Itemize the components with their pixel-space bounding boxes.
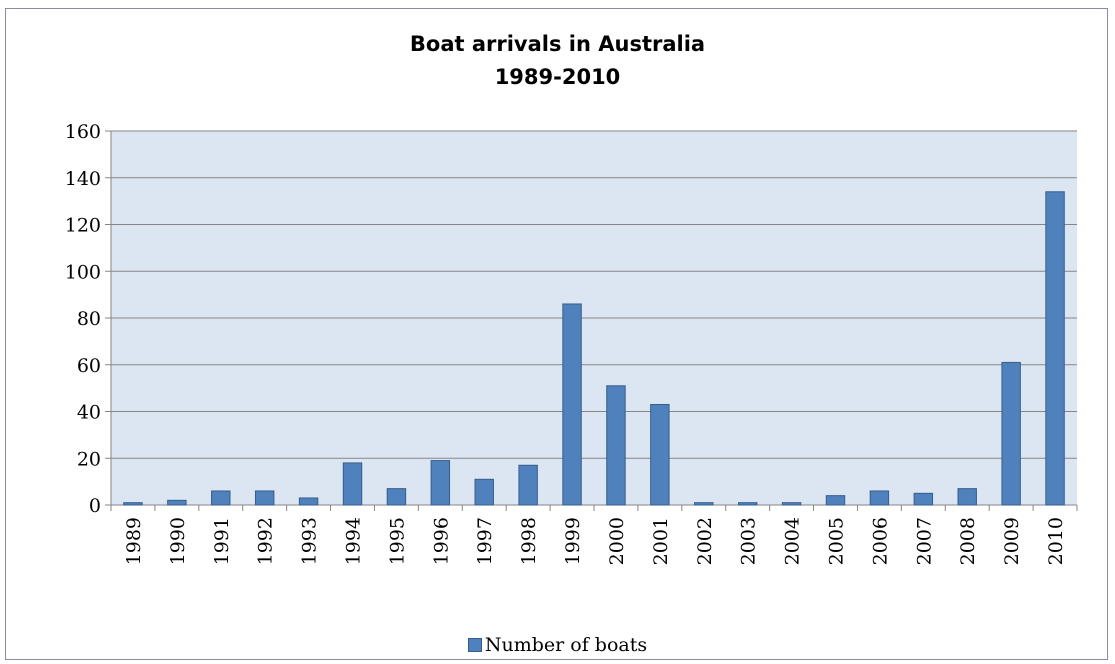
bar [386,488,407,506]
bar [342,462,363,506]
x-tick-label: 1991 [211,517,233,565]
bar [211,490,231,506]
legend-swatch [467,638,482,652]
x-tick-label: 2002 [694,517,716,565]
x-tick-label: 2000 [606,517,628,565]
x-tick-label: 1990 [167,517,189,565]
y-tick-label: 0 [89,495,101,517]
y-tick-label: 160 [65,121,101,143]
x-tick-label: 2003 [738,517,760,565]
y-tick-label: 60 [77,355,101,377]
x-tick-label: 1993 [299,517,321,565]
x-tick-label: 2005 [826,517,848,565]
bar [298,497,319,506]
bar [167,499,187,506]
chart-title: Boat arrivals in Australia 1989-2010 [0,28,1115,94]
bar [650,403,670,506]
x-tick-label: 2008 [957,517,979,565]
bar [1001,361,1021,506]
y-tick-label: 80 [77,308,101,330]
bar [781,502,802,506]
x-tick-label: 2004 [782,517,804,565]
x-tick-label: 2007 [913,517,935,565]
bar [694,502,714,506]
chart-title-line-1: Boat arrivals in Australia [409,32,706,56]
bar [737,502,758,506]
x-tick-label: 2009 [1001,517,1023,565]
bar [869,490,890,506]
bar [957,488,977,506]
bar [430,460,451,506]
x-tick-label: 1992 [255,517,277,565]
x-tick-label: 2006 [869,517,891,565]
bar [825,495,846,506]
legend: Number of boats [0,634,1115,656]
y-tick-label: 20 [77,448,101,470]
x-tick-label: 1996 [430,517,452,565]
chart-title-line-2: 1989-2010 [494,65,621,89]
bar [606,385,626,506]
bar [474,478,494,506]
bar [913,492,934,506]
bar [518,464,538,506]
legend-label: Number of boats [484,634,648,656]
y-tick-label: 100 [65,261,101,283]
x-tick-label: 1998 [518,517,540,565]
x-tick-label: 1999 [562,517,584,565]
bar [254,490,275,506]
x-tick-label: 1997 [474,517,496,565]
x-tick-label: 2001 [650,517,672,565]
y-tick-label: 40 [77,402,101,424]
bar [562,303,582,506]
x-tick-label: 2010 [1045,517,1067,565]
y-tick-label: 120 [65,215,101,237]
bar [1045,191,1065,506]
bar [123,502,143,506]
x-tick-label: 1995 [386,517,408,565]
x-tick-label: 1989 [123,517,145,565]
x-tick-label: 1994 [343,517,365,565]
y-tick-label: 140 [65,168,101,190]
